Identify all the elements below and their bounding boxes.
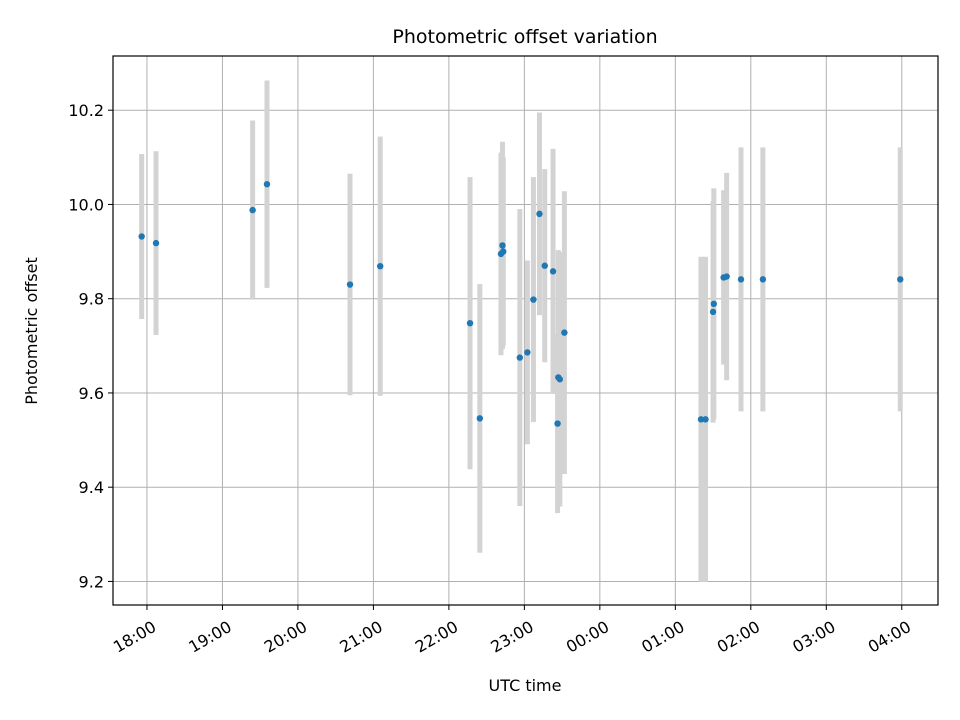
data-point <box>536 210 543 218</box>
data-point <box>549 268 557 275</box>
data-point <box>346 281 354 288</box>
data-points <box>138 180 904 427</box>
data-point <box>249 206 256 214</box>
data-point <box>554 420 561 427</box>
data-point <box>556 376 564 383</box>
y-tick-label: 9.2 <box>79 572 104 591</box>
data-point <box>466 319 474 327</box>
data-point <box>561 329 568 336</box>
data-point <box>697 416 705 423</box>
chart-title: Photometric offset variation <box>392 26 657 48</box>
data-point <box>710 300 718 308</box>
y-tick-label: 10.0 <box>68 195 104 214</box>
data-point <box>897 276 904 283</box>
data-point <box>152 239 160 247</box>
x-axis-label: UTC time <box>489 676 562 695</box>
y-tick-label: 9.6 <box>79 384 104 403</box>
data-point <box>499 242 506 249</box>
data-point <box>702 416 709 423</box>
data-point <box>541 262 548 269</box>
data-point <box>476 415 484 422</box>
y-axis-label: Photometric offset <box>22 257 41 405</box>
data-point <box>737 276 745 283</box>
plot-frame <box>112 55 939 606</box>
data-point <box>516 354 524 361</box>
data-point <box>377 262 384 270</box>
data-point <box>138 233 145 240</box>
data-point <box>500 248 507 255</box>
y-tick-label: 9.4 <box>79 478 104 497</box>
y-tick-label: 9.8 <box>79 290 104 309</box>
data-point <box>709 308 717 316</box>
data-point <box>263 180 271 188</box>
data-point <box>530 296 537 303</box>
y-axis-ticks: 9.2 9.4 9.6 9.8 10.0 10.2 <box>68 101 113 591</box>
data-point <box>723 273 730 280</box>
y-tick-label: 10.2 <box>68 101 104 120</box>
data-point <box>759 276 767 283</box>
data-point <box>524 349 531 356</box>
